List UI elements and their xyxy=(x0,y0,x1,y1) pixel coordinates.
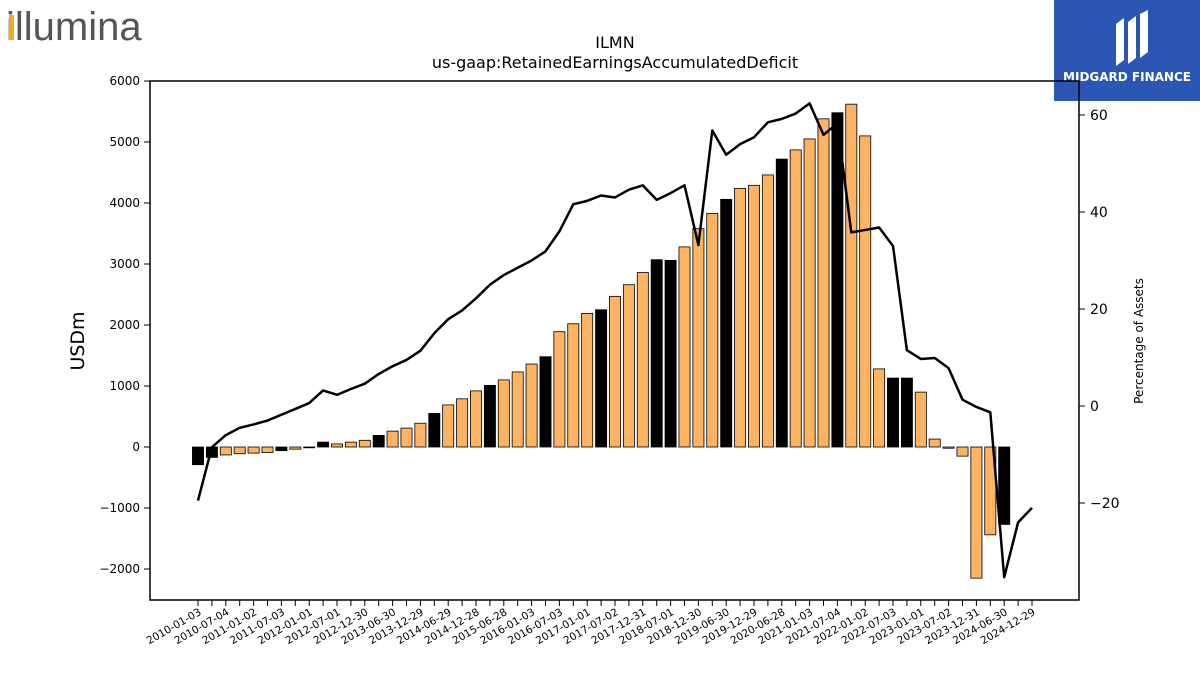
y2-tick-label: 0 xyxy=(1090,399,1099,415)
bar-2012-12-30 xyxy=(358,439,371,448)
bar-2014-09-28 xyxy=(456,398,469,448)
bar-2014-12-28 xyxy=(470,390,482,448)
bar-2017-04-02 xyxy=(595,309,608,448)
bar-2017-01-01 xyxy=(581,313,594,448)
bar-2011-10-02 xyxy=(289,446,302,450)
bar-2015-03-29 xyxy=(483,384,496,448)
y-tick-label: 2000 xyxy=(109,318,140,332)
bar-2021-01-03 xyxy=(803,138,816,448)
bar-2011-01-02 xyxy=(247,446,260,454)
bar-2016-04-03 xyxy=(539,356,552,448)
y-tick-label: 5000 xyxy=(109,135,140,149)
bar-2018-04-01 xyxy=(650,259,663,448)
y2-axis-label: Percentage of Assets xyxy=(1132,278,1146,404)
bar-2020-06-28 xyxy=(775,158,788,448)
bar-2023-07-02 xyxy=(942,446,955,449)
y-tick-label: 0 xyxy=(132,440,140,454)
bar-2020-03-29 xyxy=(761,174,774,448)
bars-layer xyxy=(192,103,1011,579)
y-axis-label: USDm xyxy=(67,311,89,370)
bar-2013-12-29 xyxy=(414,422,427,448)
bar-2012-04-01 xyxy=(317,441,330,448)
bar-2018-12-30 xyxy=(692,228,705,448)
bar-2011-04-03 xyxy=(261,446,274,453)
bar-2010-10-03 xyxy=(233,446,246,455)
bar-2021-10-03 xyxy=(845,103,858,448)
y-tick-label: 3000 xyxy=(109,257,140,271)
bar-2019-06-30 xyxy=(720,198,733,448)
bar-2018-07-01 xyxy=(664,259,677,448)
bar-2019-09-29 xyxy=(734,187,747,448)
bar-2019-12-29 xyxy=(748,184,760,448)
y-tick-label: −2000 xyxy=(99,562,140,576)
y-tick-label: −1000 xyxy=(99,501,140,515)
y2-tick-label: 20 xyxy=(1090,302,1108,318)
bar-2020-09-27 xyxy=(789,149,802,448)
y2-tick-label: 40 xyxy=(1090,205,1108,221)
y-tick-label: 4000 xyxy=(109,196,140,210)
bar-2014-06-29 xyxy=(442,404,455,448)
bar-2017-10-01 xyxy=(622,284,635,448)
y-tick-label: 6000 xyxy=(109,74,140,88)
bar-2016-07-03 xyxy=(553,331,566,448)
bar-2016-10-02 xyxy=(567,323,580,448)
bar-2014-03-30 xyxy=(428,413,441,448)
illumina-dot-icon xyxy=(9,15,14,40)
bar-2010-01-03 xyxy=(192,446,204,466)
bar-2013-06-30 xyxy=(386,430,399,448)
bar-2024-06-30 xyxy=(998,446,1011,525)
chart-title: ILMN xyxy=(595,33,634,52)
illumina-logo-text: illumina xyxy=(6,5,142,49)
bar-2012-09-30 xyxy=(344,441,357,448)
bar-2018-09-30 xyxy=(678,246,691,448)
bar-2015-09-27 xyxy=(511,371,524,448)
bar-2012-07-01 xyxy=(331,443,343,448)
bar-2023-10-01 xyxy=(956,446,969,457)
bar-2019-03-31 xyxy=(706,212,719,448)
y2-tick-label: 60 xyxy=(1090,108,1108,124)
y-axis: −2000 −1000 0 1000 2000 3000 4000 5000 6000 xyxy=(99,74,150,576)
bar-2023-12-31 xyxy=(970,446,983,579)
y-tick-label: 1000 xyxy=(109,379,140,393)
y2-tick-label: −20 xyxy=(1090,496,1120,512)
bar-2022-10-02 xyxy=(900,377,913,448)
bar-2015-06-28 xyxy=(497,379,510,448)
midgard-logo-text: MIDGARD FINANCE xyxy=(1063,70,1191,84)
bar-2012-01-01 xyxy=(303,446,316,449)
bar-2021-04-04 xyxy=(817,118,830,448)
chart-subtitle: us-gaap:RetainedEarningsAccumulatedDefic… xyxy=(432,53,798,72)
bar-2022-04-03 xyxy=(873,368,886,448)
bar-2013-03-31 xyxy=(372,435,385,448)
bar-2010-07-04 xyxy=(219,446,232,456)
illumina-logo: illumina xyxy=(6,5,142,49)
bar-2023-04-02 xyxy=(928,438,941,448)
bar-2013-09-29 xyxy=(400,427,413,448)
bar-2023-01-01 xyxy=(914,391,927,448)
y2-axis: −20 0 20 40 60 xyxy=(1079,108,1120,512)
bar-2022-07-03 xyxy=(887,377,899,448)
percentage-of-assets-line xyxy=(196,102,1033,579)
bar-2011-07-03 xyxy=(275,446,288,452)
bar-2017-12-31 xyxy=(636,272,649,448)
bar-2021-07-04 xyxy=(831,112,844,448)
bar-2016-01-03 xyxy=(525,363,538,448)
bar-2022-01-02 xyxy=(859,135,872,448)
x-axis: 2010-01-032010-07-042011-01-022011-07-03… xyxy=(145,600,1038,647)
midgard-logo-mark-icon: MIDGARD FINANCE xyxy=(1063,10,1191,84)
bar-2017-07-02 xyxy=(609,295,621,448)
